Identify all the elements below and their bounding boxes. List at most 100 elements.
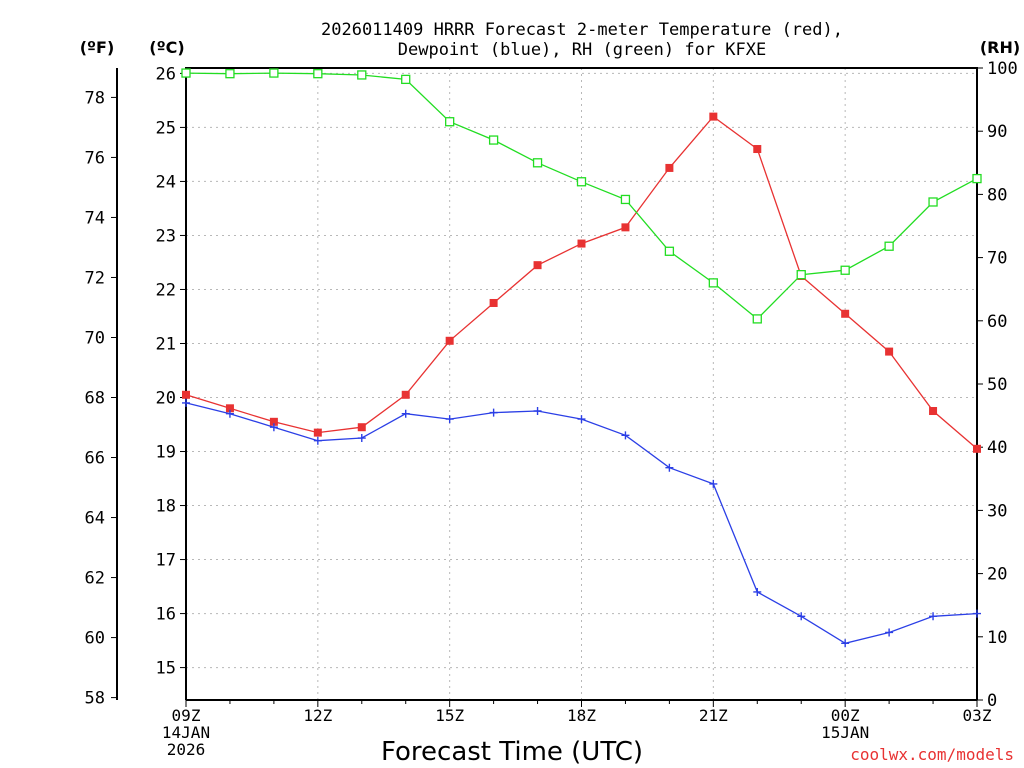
rh-point <box>401 74 411 85</box>
temperature-point <box>357 423 366 432</box>
temperature-point <box>621 223 630 232</box>
chart-title-line-2: Dewpoint (blue), RH (green) for KFXE <box>398 40 766 60</box>
celsius-tick-label: 19 <box>156 443 176 463</box>
celsius-tick-label: 15 <box>156 659 176 679</box>
celsius-tick-label: 24 <box>156 172 176 192</box>
x-tick-label: 21Z <box>699 706 728 725</box>
credit-link[interactable]: coolwx.com/models <box>850 745 1014 764</box>
dewpoint-point <box>753 587 762 596</box>
grid-lines <box>186 68 977 700</box>
x-axis-title: Forecast Time (UTC) <box>381 737 643 767</box>
rh-point <box>532 158 543 168</box>
x-tick-label: 12Z <box>303 706 332 725</box>
celsius-tick-label: 21 <box>156 334 176 354</box>
chart-title-line-1: 2026011409 HRRR Forecast 2-meter Tempera… <box>321 20 843 40</box>
dewpoint-point <box>621 431 630 440</box>
rh-point <box>357 70 367 80</box>
celsius-tick-label: 26 <box>156 64 176 84</box>
dewpoint-point <box>841 639 850 648</box>
rh-point <box>488 135 499 145</box>
dewpoint-point <box>665 463 674 472</box>
rh-tick-label: 100 <box>987 59 1018 79</box>
rh-tick-label: 30 <box>987 501 1007 521</box>
temperature-point <box>929 407 938 416</box>
fahrenheit-tick-label: 76 <box>85 148 105 168</box>
x-tick-label: 00Z 15JAN <box>821 706 869 742</box>
rh-tick-label: 20 <box>987 565 1007 585</box>
rh-point <box>840 265 850 275</box>
dewpoint-point <box>489 408 498 417</box>
rh-point <box>708 278 718 288</box>
dewpoint-point <box>797 612 806 621</box>
celsius-tick-label: 16 <box>156 605 176 625</box>
dewpoint-point <box>973 609 981 618</box>
temperature-point <box>665 163 674 172</box>
temperature-point <box>313 428 322 437</box>
temperature-series <box>182 112 981 453</box>
rh-tick-label: 10 <box>987 628 1007 648</box>
axes: 09Z 14JAN 2026 12Z 15Z 18Z 21Z 00Z 15JAN 03Z 58 60 6… <box>85 59 1018 759</box>
rh-tick-label: 90 <box>987 122 1007 142</box>
celsius-tick-label: 25 <box>156 118 176 138</box>
data-series <box>181 68 982 648</box>
rh-series <box>181 68 982 324</box>
dewpoint-point <box>885 628 894 637</box>
rh-point <box>576 177 587 187</box>
temperature-point <box>269 417 278 426</box>
rh-point <box>664 246 675 256</box>
celsius-tick-label: 20 <box>156 389 176 409</box>
dewpoint-point <box>225 409 234 418</box>
dewpoint-point <box>357 434 366 443</box>
rh-unit-label: (RH) <box>980 38 1020 57</box>
dewpoint-point <box>445 415 454 424</box>
celsius-tick-label: 22 <box>156 280 176 300</box>
rh-point <box>269 68 279 78</box>
temperature-point <box>533 261 542 270</box>
celsius-tick-label: 18 <box>156 497 176 517</box>
fahrenheit-tick-label: 78 <box>85 88 105 108</box>
rh-tick-label: 40 <box>987 438 1007 458</box>
dewpoint-point <box>709 479 718 488</box>
rh-point <box>752 314 762 324</box>
fahrenheit-tick-label: 64 <box>85 509 105 529</box>
dewpoint-point <box>929 612 938 621</box>
temperature-point <box>577 239 586 248</box>
celsius-unit-label: (ºC) <box>149 38 184 57</box>
plot-frame <box>185 67 978 700</box>
x-tick-label: 18Z <box>567 706 596 725</box>
rh-tick-label: 80 <box>987 185 1007 205</box>
dewpoint-series <box>182 398 981 648</box>
rh-point <box>181 68 191 78</box>
rh-tick-label: 50 <box>987 375 1007 395</box>
temperature-point <box>841 309 850 318</box>
chart-title: 2026011409 HRRR Forecast 2-meter Tempera… <box>321 20 843 60</box>
rh-point <box>225 69 235 79</box>
temperature-point <box>885 347 894 356</box>
dewpoint-point <box>269 423 278 432</box>
x-tick-label: 15Z <box>435 706 464 725</box>
temperature-point <box>225 404 234 413</box>
x-tick-label: 03Z <box>963 706 992 725</box>
fahrenheit-tick-label: 60 <box>85 629 105 649</box>
rh-point <box>884 241 894 251</box>
fahrenheit-tick-label: 68 <box>85 389 105 409</box>
fahrenheit-tick-label: 72 <box>85 268 105 288</box>
temperature-point <box>753 145 762 154</box>
rh-point <box>796 270 806 280</box>
rh-tick-label: 60 <box>987 312 1007 332</box>
temperature-point <box>973 444 981 453</box>
dewpoint-point <box>182 398 190 407</box>
temperature-point <box>182 390 190 399</box>
temperature-point <box>489 298 498 307</box>
rh-point <box>928 197 938 207</box>
fahrenheit-tick-label: 58 <box>85 689 105 709</box>
fahrenheit-unit-label: (ºF) <box>80 38 115 57</box>
dewpoint-point <box>401 409 410 418</box>
rh-point <box>620 194 631 205</box>
rh-point <box>445 117 455 127</box>
dewpoint-point <box>577 415 586 424</box>
fahrenheit-tick-label: 62 <box>85 569 105 589</box>
celsius-tick-label: 17 <box>156 551 176 571</box>
dewpoint-line <box>185 402 978 644</box>
